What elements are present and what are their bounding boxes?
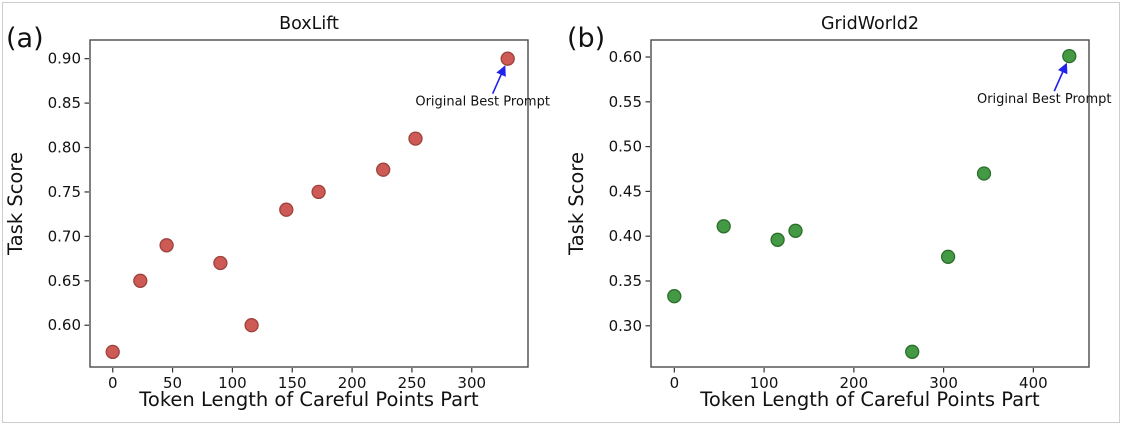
- x-tick-label: 50: [163, 374, 182, 392]
- scatter-point: [716, 219, 731, 234]
- scatter-point: [905, 344, 920, 359]
- x-tick-label: 100: [750, 374, 779, 392]
- x-tick-label: 0: [670, 374, 680, 392]
- y-tick-label: 0.35: [609, 272, 642, 290]
- scatter-point: [133, 273, 148, 288]
- y-tick-label: 0.60: [48, 316, 81, 334]
- scatter-point: [244, 318, 259, 333]
- y-tick-label: 0.65: [48, 272, 81, 290]
- x-tick-label: 300: [929, 374, 958, 392]
- scatter-point: [408, 131, 423, 146]
- scatter-point: [788, 223, 803, 238]
- plot-border: [650, 39, 1090, 368]
- x-tick-label: 200: [840, 374, 869, 392]
- panel-label: (b): [567, 23, 605, 54]
- x-tick-label: 200: [338, 374, 367, 392]
- y-axis-label: Task Score: [565, 152, 588, 256]
- scatter-point: [500, 51, 515, 66]
- panel-label: (a): [6, 23, 44, 54]
- plot-border: [89, 39, 529, 368]
- x-axis-label: Token Length of Careful Points Part: [138, 388, 479, 411]
- scatter-point: [667, 289, 682, 304]
- y-tick-label: 0.90: [48, 50, 81, 68]
- y-tick-label: 0.50: [609, 138, 642, 156]
- chart-title: BoxLift: [279, 14, 339, 34]
- annotation-text: Original Best Prompt: [977, 92, 1112, 107]
- x-tick-label: 0: [108, 374, 118, 392]
- annotation-arrow: [491, 65, 506, 94]
- x-tick-label: 150: [278, 374, 307, 392]
- x-tick-label: 100: [218, 374, 247, 392]
- scatter-point: [976, 166, 992, 181]
- scatter-point: [279, 202, 294, 217]
- y-tick-label: 0.80: [48, 139, 81, 157]
- annotation-text: Original Best Prompt: [415, 95, 550, 110]
- y-tick-label: 0.30: [609, 317, 642, 335]
- y-tick-label: 0.85: [48, 94, 81, 112]
- scatter-point: [159, 238, 174, 253]
- chart-title: GridWorld2: [821, 14, 919, 34]
- annotation-arrow: [1053, 62, 1068, 92]
- x-axis-label: Token Length of Careful Points Part: [699, 388, 1040, 411]
- y-tick-label: 0.40: [609, 227, 642, 245]
- x-tick-label: 400: [1019, 374, 1048, 392]
- y-tick-label: 0.45: [609, 182, 642, 200]
- gridworld2-chart: (b) GridWorld2 0 100 200 300 400 0.30 0.35 0.40 0.…: [565, 14, 1112, 411]
- panel-b: (b) GridWorld2 0 100 200 300 400 0.30 0.35 0.40 0.…: [561, 0, 1122, 425]
- x-tick-label: 250: [398, 374, 427, 392]
- scatter-point: [770, 232, 785, 247]
- y-axis-label: Task Score: [4, 152, 27, 256]
- y-tick-label: 0.55: [609, 93, 642, 111]
- y-tick-label: 0.70: [48, 227, 81, 245]
- scatter-point: [311, 184, 326, 200]
- scatter-point: [213, 255, 228, 271]
- y-tick-label: 0.60: [609, 48, 642, 66]
- x-tick-label: 300: [457, 374, 486, 392]
- scatter-point: [940, 249, 956, 264]
- y-tick-label: 0.75: [48, 183, 81, 201]
- panel-a: (a) BoxLift 0 50 100 150 200 250 300 0.60 0.65 0.70…: [4, 14, 550, 411]
- scatter-point: [376, 162, 391, 177]
- boxlift-chart: (a) BoxLift 0 50 100 150 200 250 300 0.60 0.65 0.70…: [4, 14, 550, 411]
- scatter-point: [1062, 48, 1077, 64]
- scatter-point: [105, 344, 120, 360]
